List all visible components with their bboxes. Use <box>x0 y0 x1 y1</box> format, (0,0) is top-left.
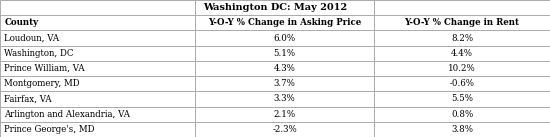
Text: Arlington and Alexandria, VA: Arlington and Alexandria, VA <box>4 110 130 119</box>
Text: 6.0%: 6.0% <box>273 34 296 43</box>
Text: 4.3%: 4.3% <box>274 64 295 73</box>
Text: 4.4%: 4.4% <box>451 49 473 58</box>
Text: 8.2%: 8.2% <box>451 34 473 43</box>
Text: Prince William, VA: Prince William, VA <box>4 64 85 73</box>
Text: Y-O-Y % Change in Asking Price: Y-O-Y % Change in Asking Price <box>208 18 361 27</box>
Text: 3.3%: 3.3% <box>274 94 295 103</box>
Text: Washington DC: May 2012: Washington DC: May 2012 <box>203 3 347 12</box>
Text: Montgomery, MD: Montgomery, MD <box>4 79 80 88</box>
Text: Y-O-Y % Change in Rent: Y-O-Y % Change in Rent <box>404 18 520 27</box>
Text: Washington, DC: Washington, DC <box>4 49 74 58</box>
Text: 5.5%: 5.5% <box>451 94 473 103</box>
Text: 0.8%: 0.8% <box>451 110 473 119</box>
Text: 5.1%: 5.1% <box>273 49 296 58</box>
Text: Prince George's, MD: Prince George's, MD <box>4 125 95 134</box>
Text: -2.3%: -2.3% <box>272 125 297 134</box>
Text: Loudoun, VA: Loudoun, VA <box>4 34 59 43</box>
Text: 3.7%: 3.7% <box>274 79 295 88</box>
Text: County: County <box>4 18 38 27</box>
Text: 2.1%: 2.1% <box>273 110 296 119</box>
Text: 10.2%: 10.2% <box>448 64 476 73</box>
Text: -0.6%: -0.6% <box>449 79 475 88</box>
Text: 3.8%: 3.8% <box>451 125 473 134</box>
Text: Fairfax, VA: Fairfax, VA <box>4 94 52 103</box>
